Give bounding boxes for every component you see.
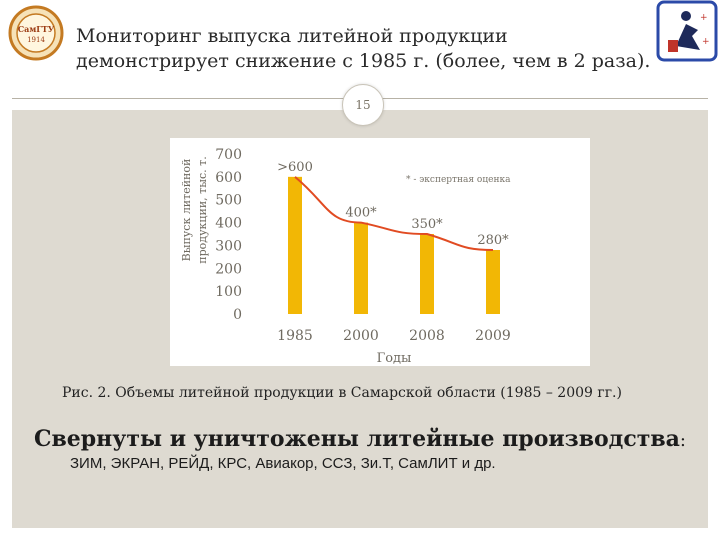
y-tick-label: 600 (215, 170, 242, 186)
y-tick-label: 200 (215, 261, 242, 277)
bar (354, 222, 368, 314)
closed-plants-heading: Свернуты и уничтожены литейные производс… (34, 426, 686, 452)
logo-name: СамГТУ (18, 24, 55, 34)
x-tick-label: 1985 (277, 328, 313, 344)
logo-year: 1914 (27, 36, 45, 44)
x-tick-label: 2009 (475, 328, 511, 344)
y-tick-label: 0 (233, 307, 242, 323)
logo-wreath (8, 5, 64, 61)
y-tick-label: 300 (215, 238, 242, 254)
data-label: 400* (345, 206, 377, 221)
y-tick-label: 100 (215, 284, 242, 300)
slide-title-line-2: демонстрирует снижение с 1985 г. (более,… (76, 50, 651, 72)
closed-plants-heading-colon: : (679, 430, 686, 451)
trend-line (294, 176, 494, 251)
x-tick-label: 2000 (343, 328, 379, 344)
y-axis-label-line-2: продукции, тыс. т. (196, 156, 209, 263)
data-labels: >600 400* 350* 280* (277, 160, 509, 248)
svg-text:+: + (700, 13, 708, 23)
y-tick-label: 700 (215, 147, 242, 163)
y-tick-label: 500 (215, 193, 242, 209)
slide-title: Мониторинг выпуска литейной продукции де… (76, 24, 656, 74)
page-number: 15 (355, 98, 371, 112)
closed-plants-list: ЗИМ, ЭКРАН, РЕЙД, КРС, Авиакор, ССЗ, Зи.… (70, 455, 496, 472)
bars (288, 176, 500, 314)
data-label: 280* (477, 233, 509, 248)
bar (486, 250, 500, 314)
svg-text:+: + (702, 37, 710, 47)
x-axis-ticks: 1985 2000 2008 2009 (277, 328, 511, 344)
y-axis-label-line-1: Выпуск литейной (180, 159, 193, 262)
figure-caption: Рис. 2. Объемы литейной продукции в Сама… (62, 385, 622, 401)
university-logo: СамГТУ 1914 (8, 5, 64, 61)
production-chart: Выпуск литейной продукции, тыс. т. 0 100 2… (170, 138, 590, 366)
bar (420, 234, 434, 314)
bar (288, 176, 302, 314)
estimate-note: * - экспертная оценка (406, 175, 511, 185)
data-label: 350* (411, 217, 443, 232)
slide-title-line-1: Мониторинг выпуска литейной продукции (76, 25, 508, 47)
y-tick-label: 400 (215, 216, 242, 232)
x-tick-label: 2008 (409, 328, 445, 344)
y-axis-ticks: 0 100 200 300 400 500 600 700 (215, 147, 242, 323)
x-axis-label: Годы (377, 351, 412, 366)
page-number-badge: 15 (342, 84, 384, 126)
department-logo: + + (656, 0, 718, 62)
closed-plants-heading-text: Свернуты и уничтожены литейные производс… (34, 426, 680, 452)
data-label: >600 (277, 160, 313, 175)
